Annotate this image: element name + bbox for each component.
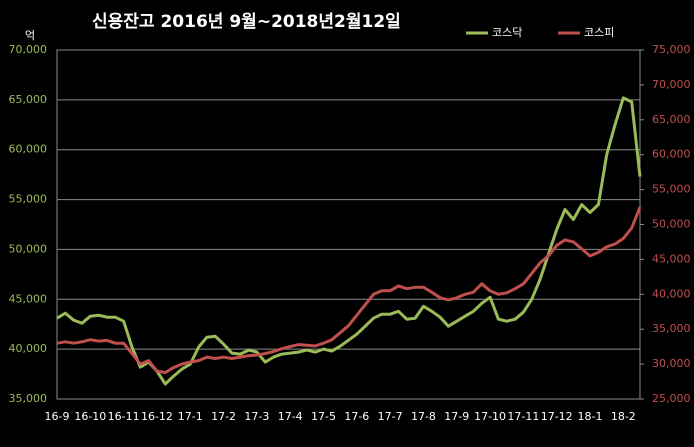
x-tick-label: 17-2	[211, 410, 236, 423]
x-tick-label: 16-12	[141, 410, 173, 423]
y-tick-label: 45,000	[9, 292, 48, 305]
y2-tick-label: 45,000	[652, 252, 691, 265]
x-tick-label: 18-2	[611, 410, 636, 423]
y-tick-label: 40,000	[9, 342, 48, 355]
y2-tick-label: 25,000	[652, 392, 691, 405]
x-tick-label: 17-1	[178, 410, 203, 423]
x-tick-label: 18-1	[578, 410, 603, 423]
y2-tick-label: 50,000	[652, 218, 691, 231]
series-line	[56, 206, 642, 374]
x-tick-label: 17-7	[378, 410, 403, 423]
legend-label: 코스피	[584, 26, 614, 39]
legend-label: 코스닥	[492, 26, 522, 39]
x-tick-label: 16-9	[45, 410, 70, 423]
x-tick-label: 17-6	[344, 410, 369, 423]
y2-tick-label: 30,000	[652, 357, 691, 370]
chart-title: 신용잔고 2016년 9월~2018년2월12일	[92, 12, 401, 32]
x-tick-label: 16-11	[108, 410, 140, 423]
x-tick-label: 17-12	[541, 410, 573, 423]
y2-tick-label: 55,000	[652, 183, 691, 196]
y2-tick-label: 65,000	[652, 113, 691, 126]
y2-tick-label: 60,000	[652, 148, 691, 161]
y-axis-unit: 억	[25, 29, 35, 42]
x-tick-label: 17-3	[244, 410, 269, 423]
y2-tick-label: 35,000	[652, 322, 691, 335]
y-tick-label: 60,000	[9, 143, 48, 156]
x-tick-label: 16-10	[74, 410, 106, 423]
y-tick-label: 65,000	[9, 93, 48, 106]
x-tick-label: 17-8	[411, 410, 436, 423]
y-tick-label: 50,000	[9, 242, 48, 255]
y-tick-label: 35,000	[9, 392, 48, 405]
y2-tick-label: 70,000	[652, 78, 691, 91]
y-tick-label: 70,000	[9, 43, 48, 56]
y2-tick-label: 75,000	[652, 43, 691, 56]
x-tick-label: 17-10	[474, 410, 506, 423]
y-tick-label: 55,000	[9, 193, 48, 206]
x-tick-label: 17-9	[444, 410, 469, 423]
y2-tick-label: 40,000	[652, 287, 691, 300]
plot-frame	[56, 49, 641, 400]
x-tick-label: 17-11	[507, 410, 539, 423]
x-tick-label: 17-5	[311, 410, 336, 423]
x-tick-label: 17-4	[278, 410, 303, 423]
